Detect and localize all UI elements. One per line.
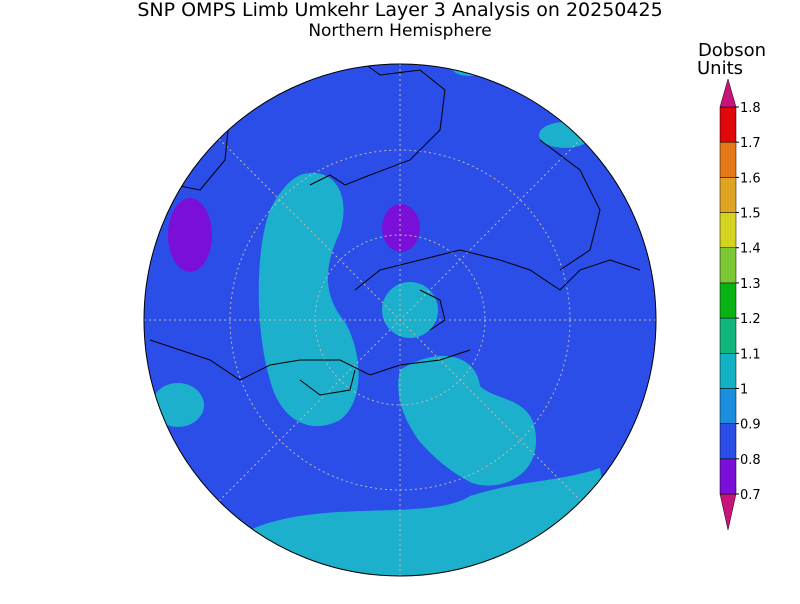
colorbar-tick-label: 1.7 [740,136,761,151]
colorbar: 0.7 0.8 0.9 1 1.1 1.2 1.3 1.4 1.5 1.6 1.7 1.8 [719,78,761,531]
colorbar-tick-label: 1.4 [740,242,761,257]
colorbar-tick-label: 0.9 [740,418,761,433]
map-subtitle: Northern Hemisphere [308,21,491,41]
colorbar-band [719,177,737,213]
colorbar-band [719,317,737,354]
polar-map [144,64,656,576]
colorbar-label: Dobson [698,40,766,61]
colorbar-tick-label: 0.8 [740,453,761,468]
colorbar-band [719,282,737,319]
colorbar-band [719,141,737,178]
colorbar-band [719,212,737,248]
colorbar-band [719,106,737,143]
colorbar-tick-label: 1.5 [740,207,761,222]
colorbar-band [719,423,737,460]
colorbar-tick-label: 1 [740,382,748,397]
colorbar-band [719,458,737,495]
colorbar-band [719,247,737,284]
colorbar-tick-label: 1.3 [740,277,761,292]
map-title: SNP OMPS Limb Umkehr Layer 3 Analysis on… [137,0,662,21]
colorbar-tick-label: 1.2 [740,312,761,327]
colorbar-over [719,78,737,108]
colorbar-tick-label: 0.7 [740,488,761,503]
colorbar-band [719,388,737,424]
colorbar-tick-label: 1.8 [740,101,761,116]
colorbar-label: Units [697,58,743,79]
colorbar-tick-label: 1.1 [740,347,761,362]
colorbar-tick-label: 1.6 [740,171,761,186]
colorbar-under [719,493,737,531]
colorbar-band [719,353,737,389]
